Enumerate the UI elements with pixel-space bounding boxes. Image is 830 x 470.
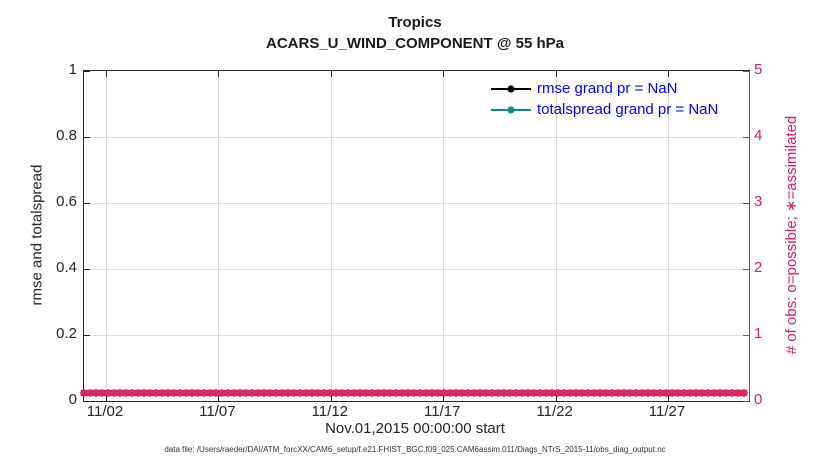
- right-tick-label: 3: [754, 193, 763, 210]
- bottom-tick: [218, 395, 220, 401]
- vertical-gridline: [106, 71, 107, 401]
- right-tick-label: 1: [754, 325, 763, 342]
- right-tick-label: 5: [754, 61, 763, 78]
- left-tick-label: 0.2: [56, 325, 77, 342]
- bottom-tick: [668, 395, 669, 401]
- x-axis-label: Nov.01,2015 00:00:00 start: [325, 420, 505, 437]
- legend-marker-icon: [491, 84, 531, 93]
- left-tick: [84, 71, 90, 72]
- right-tick: [743, 401, 749, 402]
- right-tick-label: 4: [754, 127, 763, 144]
- legend-entry: rmse grand pr = NaN: [489, 79, 718, 98]
- vertical-gridline: [555, 71, 557, 401]
- x-tick-label: 11/12: [311, 403, 349, 420]
- left-tick-label: 0.6: [56, 193, 77, 210]
- bottom-tick: [106, 395, 107, 401]
- top-tick: [443, 71, 445, 77]
- bottom-tick: [443, 395, 445, 401]
- right-axis-label: # of obs: o=possible; ∗=assimilated: [783, 115, 800, 355]
- obs-marker-band: [80, 389, 748, 397]
- top-tick: [106, 71, 107, 77]
- right-tick: [743, 269, 749, 270]
- left-tick: [84, 401, 90, 402]
- horizontal-gridline: [84, 203, 749, 204]
- plot-area: rmse grand pr = NaN totalspread grand pr…: [80, 70, 750, 402]
- legend: rmse grand pr = NaN totalspread grand pr…: [489, 79, 718, 119]
- left-tick-label: 0.8: [56, 127, 77, 144]
- left-tick: [84, 335, 90, 336]
- right-tick: [743, 71, 749, 72]
- legend-marker-icon: [491, 105, 531, 114]
- vertical-gridline: [443, 71, 445, 401]
- right-tick: [743, 137, 749, 138]
- right-tick: [743, 203, 749, 204]
- right-tick-label: 0: [754, 391, 763, 408]
- left-tick: [84, 137, 90, 138]
- x-tick-label: 11/27: [648, 403, 686, 420]
- bottom-tick: [555, 395, 557, 401]
- left-tick: [84, 269, 90, 270]
- horizontal-gridline: [84, 269, 749, 270]
- x-tick-label: 11/07: [199, 403, 236, 420]
- x-tick-label: 11/02: [86, 403, 124, 420]
- left-tick-label: 1: [68, 61, 77, 78]
- x-tick-label: 11/22: [536, 403, 573, 420]
- top-tick: [330, 71, 332, 77]
- left-tick: [84, 203, 90, 204]
- left-tick-label: 0: [68, 391, 77, 408]
- legend-label: totalspread grand pr = NaN: [537, 101, 719, 118]
- vertical-gridline: [668, 71, 669, 401]
- legend-label: rmse grand pr = NaN: [537, 80, 678, 97]
- vertical-gridline: [218, 71, 220, 401]
- chart-title: Tropics ACARS_U_WIND_COMPONENT @ 55 hPa: [0, 12, 830, 54]
- vertical-gridline: [330, 71, 332, 401]
- legend-entry: totalspread grand pr = NaN: [489, 100, 718, 119]
- right-tick-label: 2: [754, 259, 763, 276]
- bottom-tick: [330, 395, 332, 401]
- x-tick-label: 11/17: [423, 403, 461, 420]
- right-tick: [743, 335, 749, 336]
- top-tick: [555, 71, 557, 77]
- top-tick: [668, 71, 669, 77]
- top-tick: [218, 71, 220, 77]
- left-axis-label: rmse and totalspread: [28, 164, 46, 306]
- data-file-path: data file: /Users/raeder/DAI/ATM_forcXX/…: [164, 445, 666, 454]
- left-tick-label: 0.4: [56, 259, 77, 276]
- horizontal-gridline: [84, 137, 749, 138]
- title-region: Tropics: [388, 14, 442, 31]
- title-variable: ACARS_U_WIND_COMPONENT @ 55 hPa: [265, 35, 564, 52]
- horizontal-gridline: [84, 335, 749, 336]
